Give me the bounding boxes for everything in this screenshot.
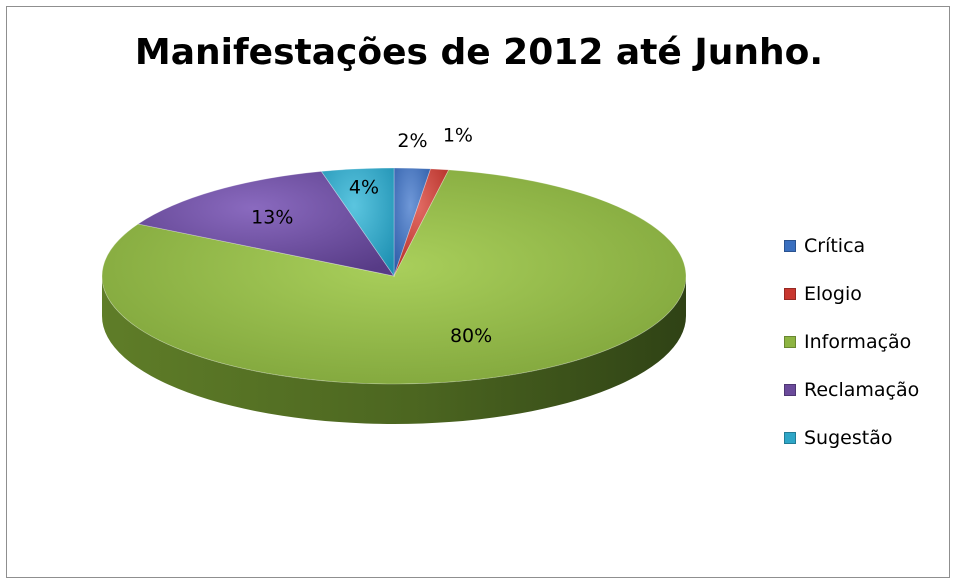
legend-swatch-sugestao: [784, 432, 796, 444]
legend-swatch-reclamacao: [784, 384, 796, 396]
pie-side: [102, 276, 686, 424]
data-label-elogio: 1%: [443, 125, 473, 147]
pie-slice-informacao: [101, 169, 687, 385]
legend-swatch-informacao: [784, 336, 796, 348]
data-label-informacao: 80%: [450, 325, 492, 347]
pie-slices: [101, 167, 687, 385]
chart-title: Manifestações de 2012 até Junho.: [134, 32, 824, 73]
data-label-reclamacao: 13%: [251, 207, 293, 229]
pie-side-wall-informacao: [102, 276, 686, 424]
legend-label-sugestao: Sugestão: [804, 427, 893, 449]
data-label-critica: 2%: [397, 130, 427, 152]
pie-slice-elogio: [393, 168, 450, 277]
data-label-sugestao: 4%: [349, 177, 379, 199]
legend-label-critica: Crítica: [804, 235, 866, 257]
legend-label-informacao: Informação: [804, 331, 912, 353]
pie-slice-reclamacao: [137, 170, 395, 277]
legend-swatch-critica: [784, 240, 796, 252]
pie-data-labels: 2% 1% 80% 13% 4%: [251, 125, 492, 348]
pie-slice-sugestao: [320, 167, 395, 278]
pie-slice-critica: [393, 167, 432, 277]
legend-swatch-elogio: [784, 288, 796, 300]
legend-label-elogio: Elogio: [804, 283, 862, 305]
legend-label-reclamacao: Reclamação: [804, 379, 920, 401]
